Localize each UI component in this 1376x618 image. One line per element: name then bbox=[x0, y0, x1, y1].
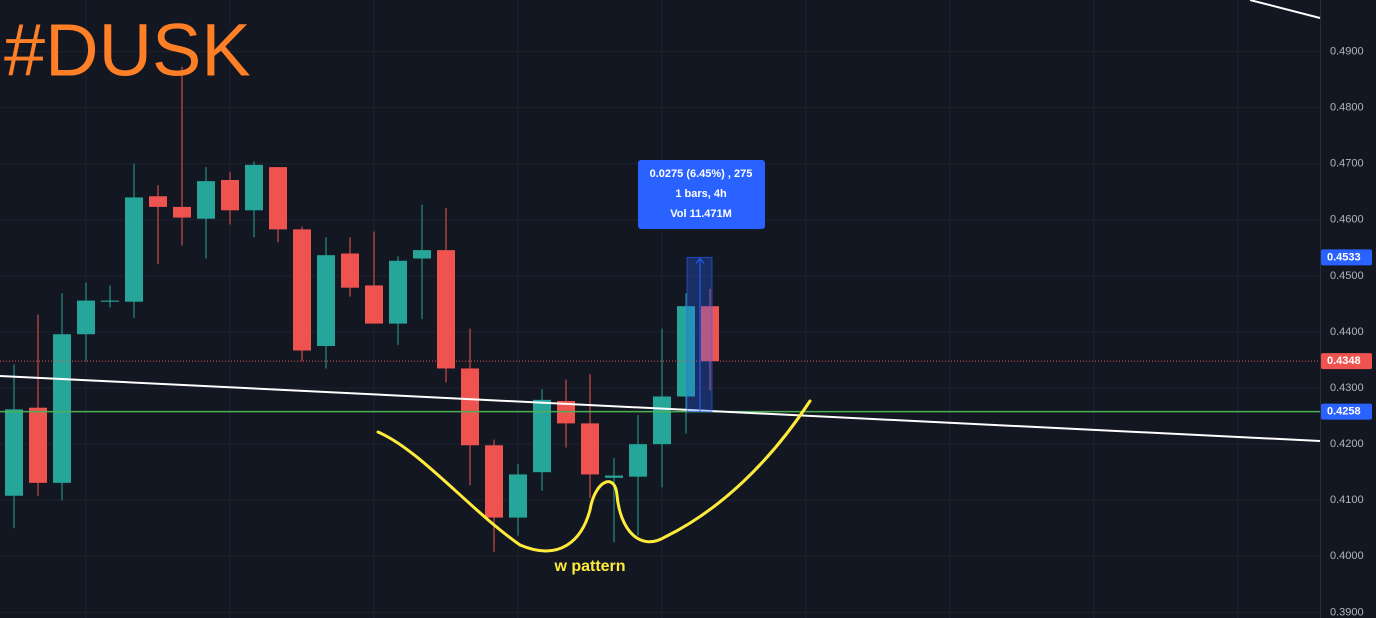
trend-line bbox=[0, 375, 1321, 442]
candle-body bbox=[365, 285, 383, 324]
price-tag bbox=[1321, 249, 1372, 266]
candle-body bbox=[101, 300, 119, 302]
candle-body bbox=[389, 260, 407, 324]
candle-body bbox=[605, 475, 623, 478]
w-pattern-curve bbox=[376, 399, 812, 553]
price-tag bbox=[1321, 403, 1372, 420]
candle-body bbox=[701, 306, 719, 362]
y-tick-label: 0.4200 bbox=[1330, 438, 1364, 450]
candle-body bbox=[485, 445, 503, 518]
candle-body bbox=[581, 423, 599, 475]
trend-line bbox=[1249, 0, 1321, 19]
candle-body bbox=[29, 407, 47, 483]
candle-body bbox=[341, 253, 359, 288]
y-tick-label: 0.4900 bbox=[1330, 45, 1364, 57]
y-tick-label: 0.4300 bbox=[1330, 382, 1364, 394]
candle-body bbox=[5, 409, 23, 496]
y-tick-label: 0.4400 bbox=[1330, 326, 1364, 338]
candle-body bbox=[461, 368, 479, 446]
chart-title: #DUSK bbox=[4, 9, 251, 92]
candle-body bbox=[533, 399, 551, 473]
candle-body bbox=[509, 474, 527, 518]
candle-body bbox=[677, 306, 695, 397]
candle-body bbox=[221, 180, 239, 211]
candle-body bbox=[293, 229, 311, 351]
y-tick-label: 0.4700 bbox=[1330, 158, 1364, 170]
y-tick-label: 0.4000 bbox=[1330, 550, 1364, 562]
measure-text: 0.0275 (6.45%) , 275 bbox=[650, 168, 753, 180]
plot bbox=[0, 66, 1320, 552]
price-tag bbox=[1321, 353, 1372, 370]
candle-body bbox=[269, 167, 287, 230]
candle-body bbox=[197, 181, 215, 219]
candle-body bbox=[629, 444, 647, 477]
y-tick-label: 0.4500 bbox=[1330, 270, 1364, 282]
candle-body bbox=[149, 196, 167, 207]
y-tick-label: 0.3900 bbox=[1330, 606, 1364, 618]
candle-body bbox=[413, 250, 431, 259]
candle-body bbox=[125, 197, 143, 302]
y-tick-label: 0.4800 bbox=[1330, 102, 1364, 114]
y-tick-label: 0.4100 bbox=[1330, 494, 1364, 506]
candle-body bbox=[173, 206, 191, 218]
measure-tooltip bbox=[638, 160, 765, 229]
candle-body bbox=[653, 396, 671, 445]
candle-body bbox=[437, 250, 455, 369]
price-tag-label: 0.4348 bbox=[1327, 355, 1361, 367]
measure-text: Vol 11.471M bbox=[670, 208, 732, 220]
grid bbox=[0, 0, 1320, 618]
measure-text: 1 bars, 4h bbox=[675, 188, 727, 200]
price-tag-label: 0.4533 bbox=[1327, 251, 1361, 263]
price-tag-label: 0.4258 bbox=[1327, 406, 1361, 418]
candle-body bbox=[317, 255, 335, 347]
candle-body bbox=[77, 300, 95, 335]
candle-body bbox=[53, 334, 71, 483]
measure-arrow-head bbox=[695, 257, 705, 264]
y-tick-label: 0.4600 bbox=[1330, 214, 1364, 226]
annotation: w pattern bbox=[553, 558, 625, 575]
candle-body bbox=[245, 164, 263, 211]
